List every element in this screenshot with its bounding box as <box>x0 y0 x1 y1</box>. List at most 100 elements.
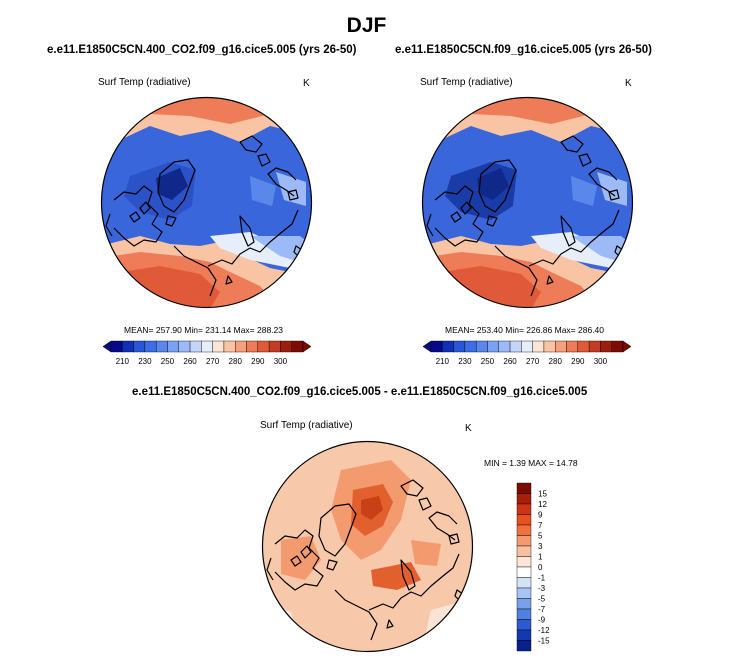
panel-1-colorbar-tick-label: 260 <box>183 357 197 366</box>
panel-1-colorbar-box <box>167 340 179 353</box>
panel-1-colorbar-box <box>268 340 281 353</box>
panel-1-units-label: K <box>303 78 310 89</box>
difference-colorbar-tick-label: -12 <box>538 626 550 635</box>
coastline <box>173 245 217 297</box>
panel-1-colorbar-box <box>235 340 247 353</box>
panel-2-colorbar-box <box>555 340 567 353</box>
difference-colorbar-box <box>516 535 532 547</box>
difference-colorbar-tick-label: 9 <box>538 511 543 520</box>
difference-units-label: K <box>465 423 472 434</box>
difference-colorbar-box <box>516 587 532 599</box>
panel-2-colorbar-low-cap <box>422 340 432 353</box>
difference-colorbar-tick-label: 15 <box>538 490 547 499</box>
coastline <box>318 503 357 557</box>
panel-1-colorbar-tick-label: 290 <box>251 357 265 366</box>
panel-1-stats: MEAN= 257.90 Min= 231.14 Max= 288.23 <box>124 325 284 335</box>
difference-polar-map <box>261 440 474 653</box>
difference-colorbar-box <box>516 482 532 494</box>
coastline <box>267 167 297 197</box>
map-field <box>411 540 441 566</box>
panel-1-colorbar-box <box>212 340 225 353</box>
panel-2-colorbar-tick-label: 270 <box>526 357 540 366</box>
coastline <box>608 189 620 201</box>
panel-2-colorbar-tick-label: 300 <box>594 357 608 366</box>
coastline <box>426 213 434 237</box>
difference-colorbar-tick-label: 12 <box>538 500 547 509</box>
coastline <box>560 135 584 153</box>
panel-1-colorbar-tick-label: 300 <box>274 357 288 366</box>
panel-2-colorbar-high-cap <box>622 340 632 353</box>
coastline <box>334 589 378 641</box>
coastline <box>448 533 460 545</box>
difference-colorbar-tick-label: -7 <box>538 605 546 614</box>
difference-title: e.e11.E1850C5CN.400_CO2.f09_g16.cice5.00… <box>132 386 588 398</box>
panel-1-colorbar-high-cap <box>302 340 312 353</box>
panel-1-colorbar-box <box>201 340 213 353</box>
coastline <box>418 497 432 511</box>
coastline <box>207 209 299 267</box>
map-field <box>276 172 306 206</box>
panel-1-colorbar-tick-label: 250 <box>161 357 175 366</box>
panel-1-variable-label: Surf Temp (radiative) <box>98 77 191 88</box>
panel-2-colorbar-box <box>430 340 443 353</box>
difference-colorbar-box <box>516 629 532 641</box>
coastline <box>386 619 394 629</box>
coastline <box>560 215 576 247</box>
panel-1-colorbar-box <box>246 340 259 353</box>
panel-1-colorbar-box <box>189 340 202 353</box>
panel-2-colorbar-tick-label: 250 <box>481 357 495 366</box>
map-field <box>597 172 627 206</box>
panel-1-colorbar-box <box>280 340 292 353</box>
panel-1-colorbar-tick-label: 210 <box>116 357 130 366</box>
panel-2-colorbar-box <box>543 340 556 353</box>
coastline <box>400 479 424 497</box>
difference-colorbar-box <box>516 545 532 557</box>
panel-2-colorbar-box <box>588 340 601 353</box>
coastline <box>257 153 271 167</box>
coastline <box>588 167 618 197</box>
panel-2-colorbar-box <box>509 340 522 353</box>
coastline <box>274 529 324 591</box>
coastline <box>578 153 592 167</box>
panel-2-colorbar-box <box>453 340 466 353</box>
map-boundary <box>261 440 474 653</box>
panel-1-colorbar-tick-label: 280 <box>229 357 243 366</box>
panel-2-colorbar-box <box>600 340 612 353</box>
difference-colorbar-box <box>516 503 532 515</box>
difference-colorbar-tick-label: -9 <box>538 616 546 625</box>
coastline <box>460 201 472 215</box>
coastline <box>400 559 416 591</box>
coastline <box>528 209 620 267</box>
difference-colorbar-box <box>516 493 532 505</box>
coastline <box>105 213 113 237</box>
difference-colorbar-tick-label: -3 <box>538 584 546 593</box>
coastline <box>129 211 141 223</box>
coastline <box>165 215 177 227</box>
panel-1-colorbar-box <box>155 340 168 353</box>
panel-1-colorbar-low-cap <box>102 340 112 353</box>
difference-colorbar-tick-label: 0 <box>538 563 543 572</box>
coastline <box>434 185 484 247</box>
coastline <box>428 511 458 541</box>
coastline <box>300 545 312 559</box>
panel-1-case-title: e.e11.E1850C5CN.400_CO2.f09_g16.cice5.00… <box>47 44 357 56</box>
panel-2-colorbar: 210 230 250 260 270 280 290 300 <box>422 340 632 366</box>
difference-colorbar-box <box>516 598 532 610</box>
difference-colorbar-tick-label: 1 <box>538 553 543 562</box>
difference-colorbar-box <box>516 556 532 568</box>
coastline <box>486 215 498 227</box>
map-field <box>250 176 276 206</box>
panel-2-colorbar-box <box>566 340 579 353</box>
panel-2-colorbar-box <box>498 340 511 353</box>
panel-2-colorbar-box <box>577 340 590 353</box>
panel-1-colorbar-box <box>178 340 191 353</box>
panel-2-stats: MEAN= 253.40 Min= 226.86 Max= 286.40 <box>445 325 605 335</box>
panel-2-colorbar-tick-label: 280 <box>549 357 563 366</box>
panel-1-colorbar-box <box>291 340 304 353</box>
panel-2-colorbar-box <box>475 340 488 353</box>
map-field <box>571 176 597 206</box>
map-field <box>477 168 509 200</box>
coastline <box>139 201 151 215</box>
map-boundary <box>100 96 313 309</box>
panel-1-polar-map <box>100 96 313 309</box>
